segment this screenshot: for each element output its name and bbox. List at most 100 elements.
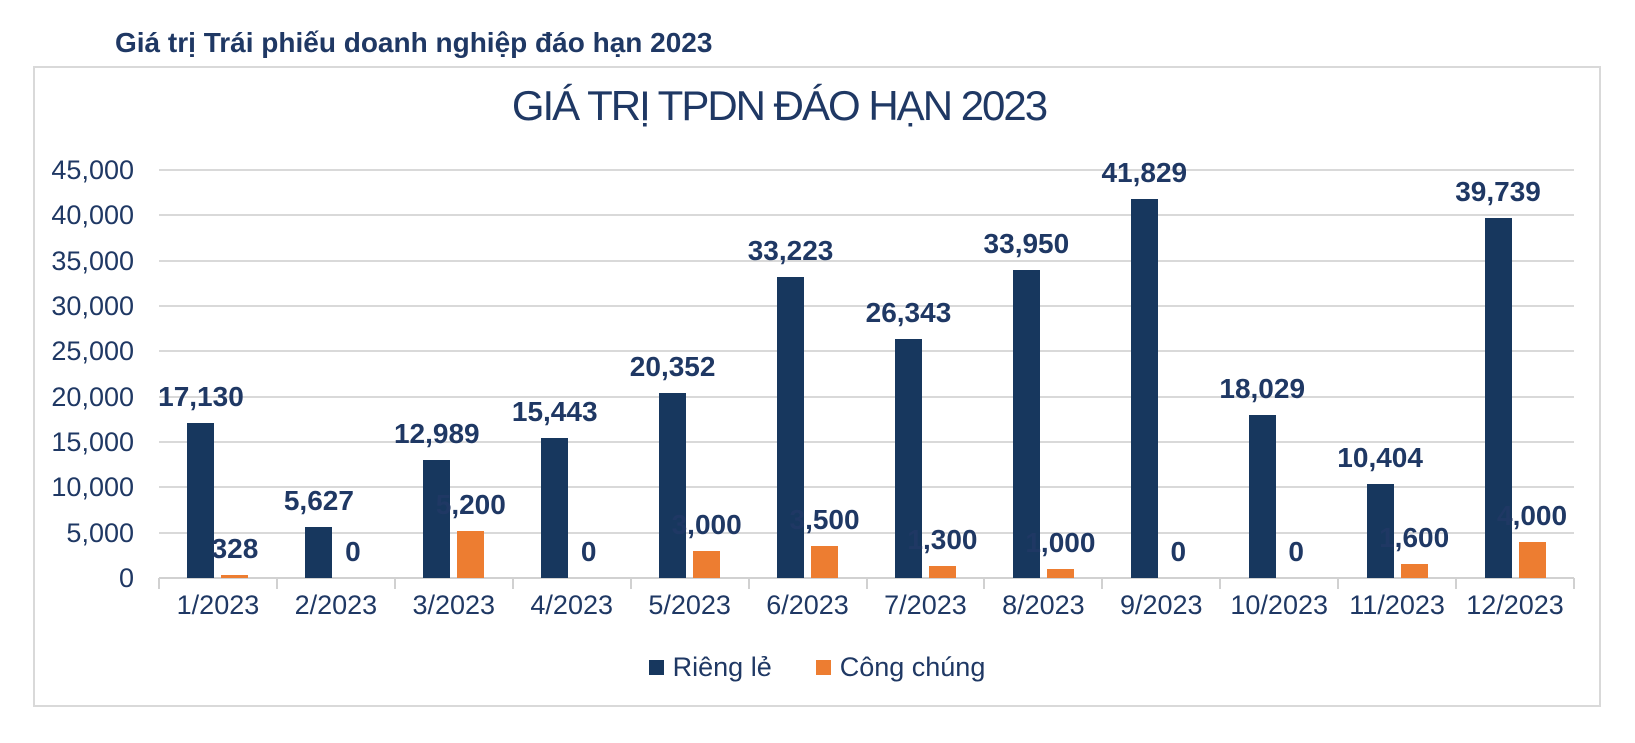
- x-axis-category-label: 1/2023: [176, 590, 260, 620]
- y-gridline: [159, 259, 1574, 262]
- x-axis-tick: [1337, 578, 1340, 589]
- bar-label-rieng-le: 10,404: [1337, 441, 1423, 473]
- x-axis-tick: [158, 578, 160, 589]
- bar-rieng-le: [777, 276, 805, 578]
- y-gridline: [159, 395, 1574, 398]
- bar-label-rieng-le: 18,029: [1219, 372, 1306, 404]
- bar-cong-chung: [1400, 563, 1428, 578]
- x-axis-category-label: 8/2023: [1002, 590, 1085, 620]
- x-axis-category-label: 11/2023: [1349, 590, 1445, 620]
- bar-label-cong-chung: 1,000: [1025, 526, 1096, 558]
- bar-cong-chung: [457, 530, 485, 578]
- legend-item: Công chúng: [815, 652, 986, 683]
- bar-cong-chung: [928, 566, 956, 578]
- bar-label-cong-chung: 0: [1288, 536, 1304, 567]
- x-axis-category-label: 2/2023: [294, 590, 378, 620]
- bar-cong-chung: [1518, 541, 1546, 578]
- bar-cong-chung: [811, 546, 839, 578]
- x-axis-tick: [1101, 578, 1104, 589]
- x-axis-category-label: 4/2023: [530, 590, 613, 620]
- bar-label-rieng-le: 12,989: [393, 418, 480, 450]
- chart-title: GIÁ TRỊ TPDN ĐÁO HẠN 2023: [511, 82, 1048, 129]
- x-axis-category-label: 7/2023: [884, 590, 967, 620]
- bar-rieng-le: [1484, 217, 1512, 578]
- page-heading: Giá trị Trái phiếu doanh nghiệp đáo hạn …: [115, 27, 713, 58]
- x-axis-category-label: 9/2023: [1119, 590, 1203, 620]
- bar-label-rieng-le: 5,627: [283, 484, 354, 516]
- bar-rieng-le: [894, 339, 922, 578]
- x-axis-tick: [747, 578, 750, 589]
- bar-rieng-le: [1130, 198, 1158, 578]
- x-axis-tick: [1573, 578, 1575, 589]
- bar-label-cong-chung: 1,300: [907, 524, 978, 556]
- x-axis-category-label: 6/2023: [766, 590, 849, 620]
- x-axis-tick: [1219, 578, 1222, 589]
- bar-cong-chung: [693, 550, 721, 578]
- y-gridline: [159, 214, 1574, 217]
- bar-label-cong-chung: 328: [211, 533, 259, 565]
- bar-label-cong-chung: 5,200: [435, 488, 506, 520]
- y-gridline: [159, 486, 1574, 489]
- y-axis-tick-label: 0: [118, 563, 134, 593]
- plot-area: 17,130 328 5,627 0 12,989 5,200 15,443 0 20,352 3…: [158, 158, 1575, 589]
- x-axis-tick: [393, 578, 396, 589]
- y-axis-tick-label: 5,000: [66, 517, 134, 548]
- y-axis-tick-label: 45,000: [51, 155, 134, 185]
- bar-label-cong-chung: 4,000: [1496, 499, 1568, 531]
- chart-panel: GIÁ TRỊ TPDN ĐÁO HẠN 2023 17,130 328 5,627…: [33, 66, 1601, 707]
- bar-rieng-le: [1366, 483, 1394, 578]
- bar-label-cong-chung: 0: [345, 536, 361, 567]
- x-axis-tick: [1455, 578, 1458, 589]
- bar-label-rieng-le: 33,223: [747, 234, 834, 266]
- x-axis-category-label: 5/2023: [648, 590, 731, 620]
- bar-rieng-le: [1248, 414, 1276, 578]
- y-gridline: [159, 350, 1574, 353]
- y-axis-tick-label: 15,000: [51, 427, 134, 457]
- bar-rieng-le: [659, 393, 687, 578]
- bar-label-rieng-le: 33,950: [983, 228, 1070, 260]
- y-gridline: [159, 305, 1574, 307]
- bar-label-cong-chung: 0: [580, 536, 597, 567]
- bar-rieng-le: [305, 526, 333, 578]
- bar-rieng-le: [187, 422, 215, 578]
- bar-label-cong-chung: 0: [1170, 536, 1187, 567]
- bar-label-rieng-le: 20,352: [629, 351, 716, 383]
- legend-item: Riêng lẻ: [648, 652, 772, 683]
- bar-label-cong-chung: 1,600: [1379, 521, 1450, 553]
- y-axis-tick-label: 10,000: [51, 472, 134, 503]
- bar-label-cong-chung: 3,000: [671, 508, 742, 540]
- x-axis-tick: [275, 578, 278, 589]
- legend-swatch: [648, 660, 664, 675]
- bar-rieng-le: [423, 460, 451, 578]
- x-axis-category-label: 12/2023: [1466, 590, 1564, 620]
- y-axis-tick-label: 35,000: [51, 245, 134, 276]
- bar-label-rieng-le: 17,130: [158, 380, 244, 412]
- bar-label-rieng-le: 39,739: [1455, 175, 1541, 207]
- y-gridline: [159, 169, 1574, 171]
- bar-label-rieng-le: 26,343: [865, 297, 952, 329]
- x-axis-tick: [983, 578, 986, 589]
- legend-label: Riêng lẻ: [672, 652, 772, 682]
- legend-label: Công chúng: [839, 652, 986, 682]
- legend-swatch: [815, 660, 831, 675]
- bar-cong-chung: [221, 575, 249, 578]
- bar-rieng-le: [541, 437, 569, 578]
- bar-cong-chung: [1046, 568, 1074, 578]
- x-axis-category-label: 3/2023: [412, 590, 496, 620]
- x-axis-tick: [865, 578, 868, 589]
- y-axis-tick-label: 20,000: [51, 381, 134, 412]
- y-axis-tick-label: 25,000: [51, 336, 134, 367]
- x-axis-category-label: 10/2023: [1230, 590, 1328, 620]
- chart-legend: Riêng lẻ Công chúng: [35, 652, 1599, 683]
- x-axis-tick: [629, 578, 632, 589]
- y-gridline: [159, 531, 1574, 534]
- bar-label-rieng-le: 41,829: [1101, 156, 1188, 188]
- bar-label-rieng-le: 15,443: [511, 395, 598, 427]
- x-axis-tick: [511, 578, 514, 589]
- y-axis-tick-label: 30,000: [51, 291, 134, 321]
- y-gridline: [159, 441, 1574, 443]
- y-axis-tick-label: 40,000: [51, 200, 134, 231]
- bar-label-cong-chung: 3,500: [789, 504, 860, 536]
- bar-rieng-le: [1012, 270, 1040, 578]
